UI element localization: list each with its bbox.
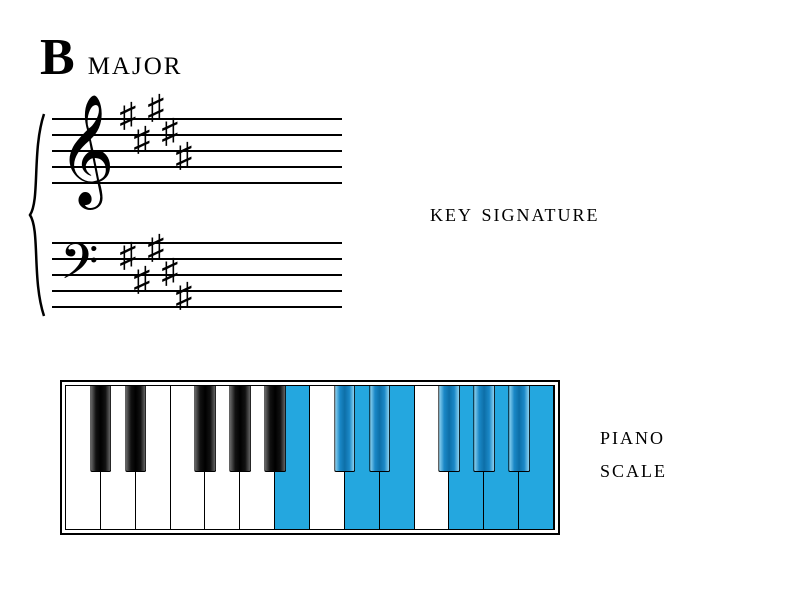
sharp-icon: ♯ xyxy=(176,140,193,174)
black-key xyxy=(264,386,286,472)
black-key xyxy=(90,386,112,472)
treble-clef-icon: 𝄞 xyxy=(58,94,115,207)
piano-scale-label-line2: scale xyxy=(600,454,667,483)
black-key xyxy=(369,386,391,472)
black-key xyxy=(473,386,495,472)
grand-staff: 𝄞 ♯♯♯♯♯ 𝄢 ♯♯♯♯♯ xyxy=(34,110,344,320)
sharp-icon: ♯ xyxy=(134,124,151,158)
staff-line xyxy=(52,306,342,308)
bass-staff: 𝄢 ♯♯♯♯♯ xyxy=(52,242,342,306)
piano-scale-label-line1: piano xyxy=(600,421,665,450)
brace-icon xyxy=(26,110,50,320)
piano-keyboard xyxy=(60,380,560,535)
sharp-icon: ♯ xyxy=(134,264,151,298)
black-key xyxy=(195,386,217,472)
treble-staff: 𝄞 ♯♯♯♯♯ xyxy=(52,118,342,182)
title-suffix: major xyxy=(88,42,183,82)
black-key xyxy=(439,386,461,472)
page-title: B major xyxy=(40,28,182,87)
key-signature-label: key signature xyxy=(430,198,600,228)
black-key xyxy=(334,386,356,472)
black-key xyxy=(229,386,251,472)
black-key xyxy=(508,386,530,472)
title-note: B xyxy=(40,29,77,86)
sharp-icon: ♯ xyxy=(176,280,193,314)
black-key xyxy=(125,386,147,472)
bass-clef-icon: 𝄢 xyxy=(60,234,99,303)
piano-scale-label: piano scale xyxy=(600,420,667,485)
